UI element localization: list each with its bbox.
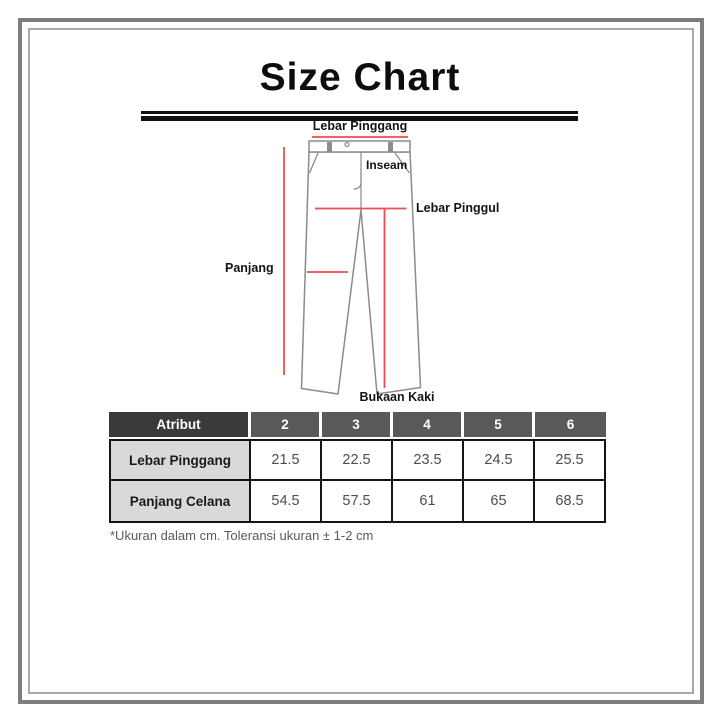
size-table: Atribut 2 3 4 5 6 Lebar Pinggang 21.5 22… — [109, 412, 606, 523]
table-row-label-length: Panjang Celana — [109, 481, 251, 523]
label-hip: Lebar Pinggul — [416, 201, 500, 215]
label-waist: Lebar Pinggang — [312, 119, 408, 133]
label-length: Panjang — [225, 261, 274, 275]
table-cell: 57.5 — [322, 481, 393, 523]
belt-loop-right — [388, 142, 393, 152]
divider-thin-line — [141, 111, 578, 114]
label-leg-opening: Bukaan Kaki — [359, 390, 435, 404]
table-cell: 54.5 — [251, 481, 322, 523]
pants-waistband — [308, 140, 411, 153]
table-cell: 61 — [393, 481, 464, 523]
table-cell: 24.5 — [464, 439, 535, 481]
table-header-size-2: 2 — [251, 412, 322, 439]
pocket-line-left — [308, 152, 319, 174]
pants-diagram — [283, 136, 422, 395]
pocket-line-right — [394, 152, 411, 174]
fly-curve — [353, 170, 362, 190]
page-title: Size Chart — [259, 56, 461, 99]
table-cell: 22.5 — [322, 439, 393, 481]
measurement-footnote: *Ukuran dalam cm. Toleransi ukuran ± 1-2… — [110, 528, 374, 543]
table-header-size-5: 5 — [464, 412, 535, 439]
table-header-size-4: 4 — [393, 412, 464, 439]
table-header-size-6: 6 — [535, 412, 606, 439]
table-cell: 25.5 — [535, 439, 606, 481]
divider-thick-line — [141, 115, 578, 121]
waist-button — [344, 141, 350, 148]
pants-legs-outline — [300, 151, 422, 395]
belt-loop-left — [327, 142, 332, 152]
table-cell: 23.5 — [393, 439, 464, 481]
table-cell: 21.5 — [251, 439, 322, 481]
table-header-atribut: Atribut — [109, 412, 251, 439]
table-cell: 65 — [464, 481, 535, 523]
title-divider — [141, 111, 578, 121]
table-row-label-waist: Lebar Pinggang — [109, 439, 251, 481]
label-inseam: Inseam — [366, 158, 408, 172]
table-header-size-3: 3 — [322, 412, 393, 439]
table-cell: 68.5 — [535, 481, 606, 523]
